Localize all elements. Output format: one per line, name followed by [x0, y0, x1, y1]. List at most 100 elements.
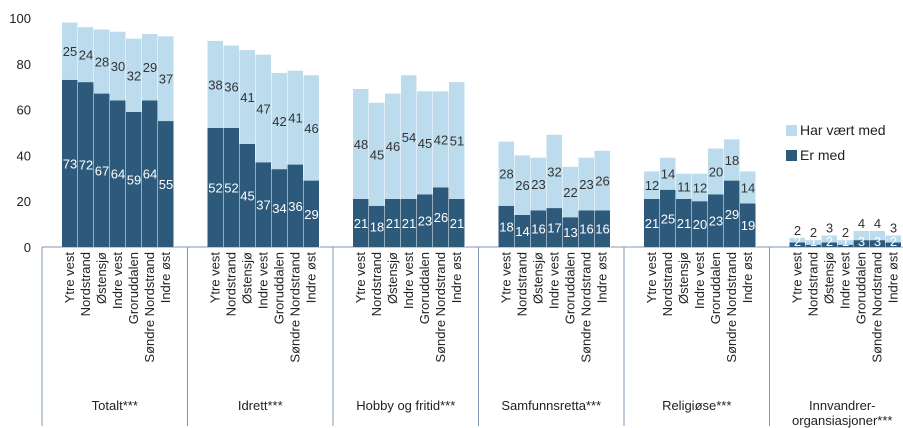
x-district-label: Ytre vest	[62, 252, 77, 304]
bar-har-vaert-med	[498, 141, 515, 206]
bar-har-vaert-med	[594, 150, 611, 211]
data-label-har-vaert-med: 2	[842, 225, 849, 240]
bar-er-med	[708, 194, 724, 247]
bar-har-vaert-med	[853, 230, 870, 241]
bar-er-med	[514, 214, 531, 247]
bar-er-med	[676, 198, 692, 247]
data-label-har-vaert-med: 42	[272, 114, 286, 129]
data-label-har-vaert-med: 54	[402, 130, 416, 145]
data-label-er-med: 21	[645, 216, 659, 231]
data-label-er-med: 16	[531, 222, 545, 237]
x-district-label: Groruddalen	[708, 252, 723, 324]
bar-har-vaert-med	[562, 166, 579, 218]
data-label-er-med: 2	[794, 234, 801, 249]
x-group-label: Innvandrer-	[809, 398, 875, 413]
data-label-har-vaert-med: 37	[159, 72, 173, 87]
x-district-label: Østensjø	[822, 252, 837, 304]
x-district-label: Indre vest	[547, 252, 562, 309]
data-label-er-med: 21	[677, 216, 691, 231]
bar-er-med	[740, 203, 756, 247]
x-category-labels: Ytre vest Nordstrand Østensjø Indre vest Gro…	[62, 252, 901, 428]
data-label-er-med: 17	[547, 221, 561, 236]
x-district-label: Groruddalen	[563, 252, 578, 324]
bar-er-med	[562, 217, 579, 247]
data-label-er-med: 55	[159, 177, 173, 192]
bar-har-vaert-med	[433, 91, 449, 188]
data-label-har-vaert-med: 3	[826, 221, 833, 236]
data-label-er-med: 21	[354, 216, 368, 231]
x-district-label: Indre vest	[256, 252, 271, 309]
data-label-har-vaert-med: 36	[224, 80, 238, 95]
bar-er-med	[853, 240, 870, 247]
bar-har-vaert-med	[255, 54, 272, 163]
data-label-har-vaert-med: 11	[677, 179, 691, 194]
bar-er-med	[789, 242, 806, 247]
data-label-har-vaert-med: 23	[579, 177, 593, 192]
x-district-label: Groruddalen	[272, 252, 287, 324]
data-label-har-vaert-med: 4	[858, 216, 865, 231]
x-district-label: Søndre Nordstrand	[433, 252, 448, 363]
x-group-label: Hobby og fritid***	[356, 398, 455, 413]
legend-label: Er med	[800, 147, 845, 163]
x-district-label: Søndre Nordstrand	[724, 252, 739, 363]
bar-har-vaert-med	[837, 240, 854, 245]
bar-er-med	[126, 111, 142, 247]
bar-er-med	[692, 201, 708, 247]
bar-har-vaert-med	[789, 237, 806, 243]
x-district-label: Indre øst	[449, 252, 464, 304]
x-group-label: Idrett***	[238, 398, 283, 413]
data-label-har-vaert-med: 14	[661, 167, 675, 182]
x-district-label: Indre øst	[740, 252, 755, 304]
bar-er-med	[255, 162, 272, 247]
x-district-label: Nordstrand	[515, 252, 530, 316]
data-label-er-med: 1	[810, 234, 817, 249]
data-label-er-med: 64	[143, 167, 157, 182]
y-tick-label: 60	[17, 103, 31, 118]
x-district-label: Groruddalen	[854, 252, 869, 324]
bar-har-vaert-med	[514, 155, 531, 215]
data-label-har-vaert-med: 28	[499, 167, 513, 182]
x-district-label: Indre øst	[886, 252, 901, 304]
bar-er-med	[821, 242, 838, 247]
x-district-label: Groruddalen	[126, 252, 141, 324]
bar-har-vaert-med	[287, 70, 304, 165]
x-district-label: Søndre Nordstrand	[288, 252, 303, 363]
bar-er-med	[239, 143, 256, 247]
bar-er-med	[158, 121, 174, 247]
x-district-label: Indre øst	[304, 252, 319, 304]
legend-swatch	[786, 125, 797, 136]
bar-er-med	[449, 198, 465, 247]
bar-har-vaert-med	[239, 50, 256, 144]
bar-har-vaert-med	[869, 230, 886, 241]
bar-er-med	[594, 210, 611, 247]
bar-er-med	[142, 100, 158, 247]
y-tick-label: 0	[24, 240, 31, 255]
bar-er-med	[805, 244, 822, 247]
bar-er-med	[401, 198, 417, 247]
data-label-har-vaert-med: 30	[111, 59, 125, 74]
bar-har-vaert-med	[62, 22, 78, 80]
data-label-er-med: 23	[418, 214, 432, 229]
bar-er-med	[223, 127, 240, 247]
bar-er-med	[837, 244, 854, 247]
x-group-label: Religiøse***	[662, 398, 731, 413]
bar-er-med	[271, 169, 288, 247]
data-label-har-vaert-med: 4	[874, 216, 881, 231]
data-label-er-med: 59	[127, 172, 141, 187]
bar-er-med	[369, 205, 385, 247]
bars	[62, 22, 902, 248]
data-label-er-med: 21	[450, 216, 464, 231]
bar-har-vaert-med	[142, 34, 158, 101]
data-label-er-med: 1	[842, 234, 849, 249]
data-label-er-med: 13	[563, 225, 577, 240]
x-district-label: Søndre Nordstrand	[142, 252, 157, 363]
bar-er-med	[303, 180, 320, 247]
bar-er-med	[869, 240, 886, 247]
bar-har-vaert-med	[223, 45, 240, 128]
bar-har-vaert-med	[885, 235, 902, 243]
bar-har-vaert-med	[401, 75, 417, 199]
bar-er-med	[78, 82, 94, 248]
x-district-label: Søndre Nordstrand	[870, 252, 885, 363]
x-district-label: Østensjø	[385, 252, 400, 304]
bar-er-med	[578, 210, 595, 247]
